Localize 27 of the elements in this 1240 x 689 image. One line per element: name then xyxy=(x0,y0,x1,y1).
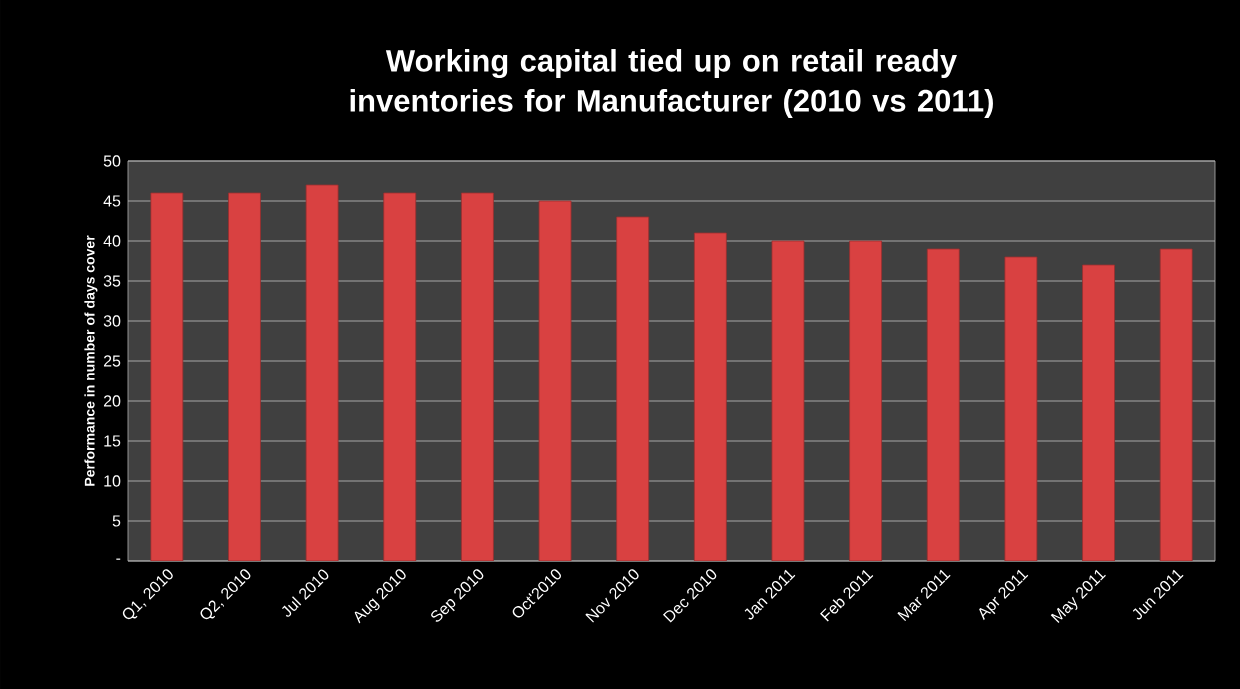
y-tick-label: 20 xyxy=(103,395,121,407)
y-tick-label: 30 xyxy=(103,315,121,327)
bar xyxy=(693,232,727,561)
y-tick-label: 35 xyxy=(103,275,121,287)
bar xyxy=(926,248,960,561)
bar xyxy=(1159,248,1193,561)
bar xyxy=(616,216,650,561)
bar xyxy=(1082,264,1115,561)
bar xyxy=(1004,256,1038,561)
bar xyxy=(538,200,572,561)
bar xyxy=(771,240,805,561)
bar xyxy=(228,192,261,561)
bar xyxy=(305,184,339,561)
y-axis-title: Performance in number of days cover xyxy=(84,235,98,486)
y-tick-label: 45 xyxy=(103,195,121,207)
y-tick-label: 25 xyxy=(103,355,121,367)
bar xyxy=(461,192,494,561)
y-tick-label: 5 xyxy=(112,515,121,527)
chart-title: Working capital tied up on retail ready inventories for Manufacturer (2010 vs 2011) xyxy=(350,49,993,118)
y-tick-label: 50 xyxy=(103,155,121,167)
y-tick-label: 10 xyxy=(104,475,121,487)
y-tick-label: - xyxy=(116,558,121,560)
y-tick-label: 15 xyxy=(104,435,121,447)
bar xyxy=(150,192,184,561)
y-tick-label: 40 xyxy=(103,235,121,247)
bar xyxy=(849,240,883,561)
bar xyxy=(383,192,417,561)
